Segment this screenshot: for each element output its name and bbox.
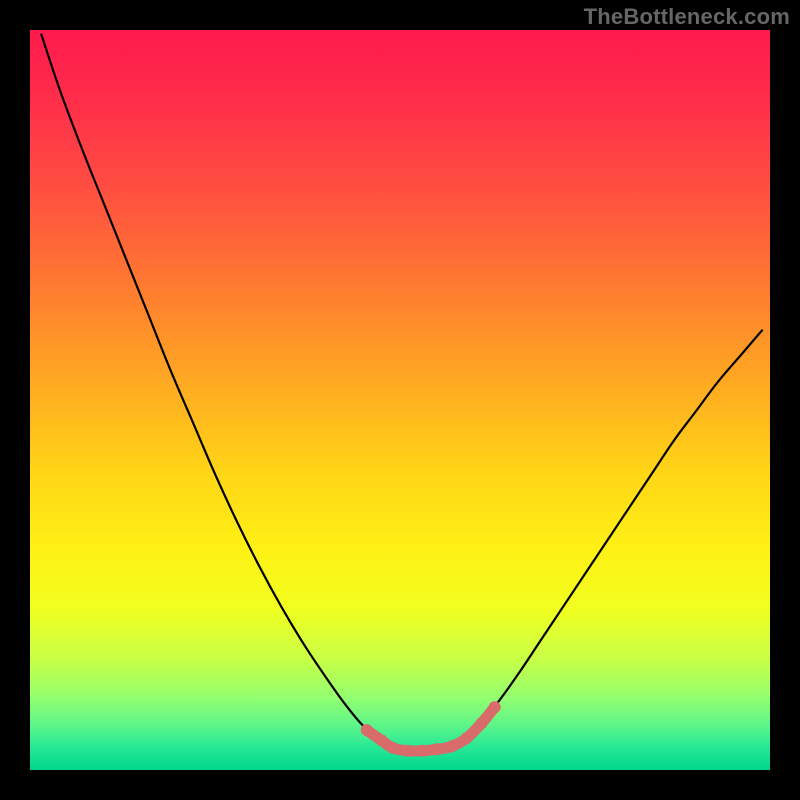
series-marker [376, 734, 388, 746]
series-marker [489, 701, 501, 713]
plot-area [30, 30, 770, 770]
chart-svg [30, 30, 770, 770]
series-marker [461, 732, 473, 744]
series-marker [431, 743, 443, 755]
series-marker [387, 742, 399, 754]
gradient-background [30, 30, 770, 770]
watermark-text: TheBottleneck.com [584, 4, 790, 30]
series-marker [446, 740, 458, 752]
series-marker [416, 745, 428, 757]
series-marker [361, 724, 373, 736]
series-marker [401, 745, 413, 757]
series-marker [475, 717, 487, 729]
figure-root: TheBottleneck.com [0, 0, 800, 800]
